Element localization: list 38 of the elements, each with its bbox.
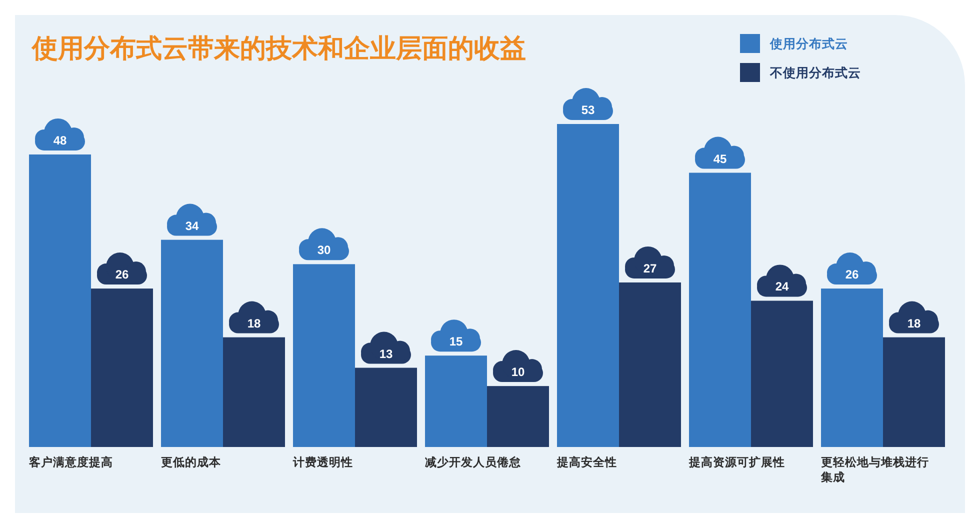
x-tick-label: 提高安全性 xyxy=(556,455,617,469)
bar xyxy=(883,337,945,447)
bar xyxy=(821,288,883,447)
bar xyxy=(689,172,751,447)
data-label: 24 xyxy=(775,280,789,294)
bar xyxy=(557,124,619,447)
data-label: 26 xyxy=(845,268,859,282)
bar xyxy=(355,368,417,447)
legend-label: 不使用分布式云 xyxy=(769,65,861,80)
data-label: 48 xyxy=(53,133,67,148)
x-tick-label: 更轻松地与堆栈进行集成 xyxy=(820,455,929,484)
bar xyxy=(487,386,549,447)
x-tick-label: 客户满意度提高 xyxy=(28,455,113,469)
x-tick-label: 提高资源可扩展性 xyxy=(688,455,785,469)
x-tick-label: 更低的成本 xyxy=(161,455,222,469)
data-label: 18 xyxy=(247,316,261,330)
chart-title: 使用分布式云带来的技术和企业层面的收益 xyxy=(31,33,526,63)
data-label: 45 xyxy=(713,152,727,166)
bar xyxy=(293,264,355,447)
data-label: 30 xyxy=(317,243,331,258)
bar xyxy=(91,288,153,447)
data-label: 53 xyxy=(581,103,595,117)
bar xyxy=(751,300,813,447)
x-tick-label: 计费透明性 xyxy=(292,455,353,469)
data-label: 18 xyxy=(907,316,921,330)
data-label: 26 xyxy=(115,268,129,282)
bar xyxy=(223,337,285,447)
data-label: 13 xyxy=(379,346,393,361)
data-label: 27 xyxy=(643,261,657,276)
bar xyxy=(619,282,681,447)
bar xyxy=(425,356,487,447)
data-label: 10 xyxy=(511,365,525,380)
bar xyxy=(161,240,223,447)
bar xyxy=(29,154,91,447)
legend-label: 使用分布式云 xyxy=(769,36,848,51)
data-label: 15 xyxy=(449,334,463,349)
x-tick-label: 减少开发人员倦怠 xyxy=(425,455,522,469)
data-label: 34 xyxy=(185,218,199,233)
